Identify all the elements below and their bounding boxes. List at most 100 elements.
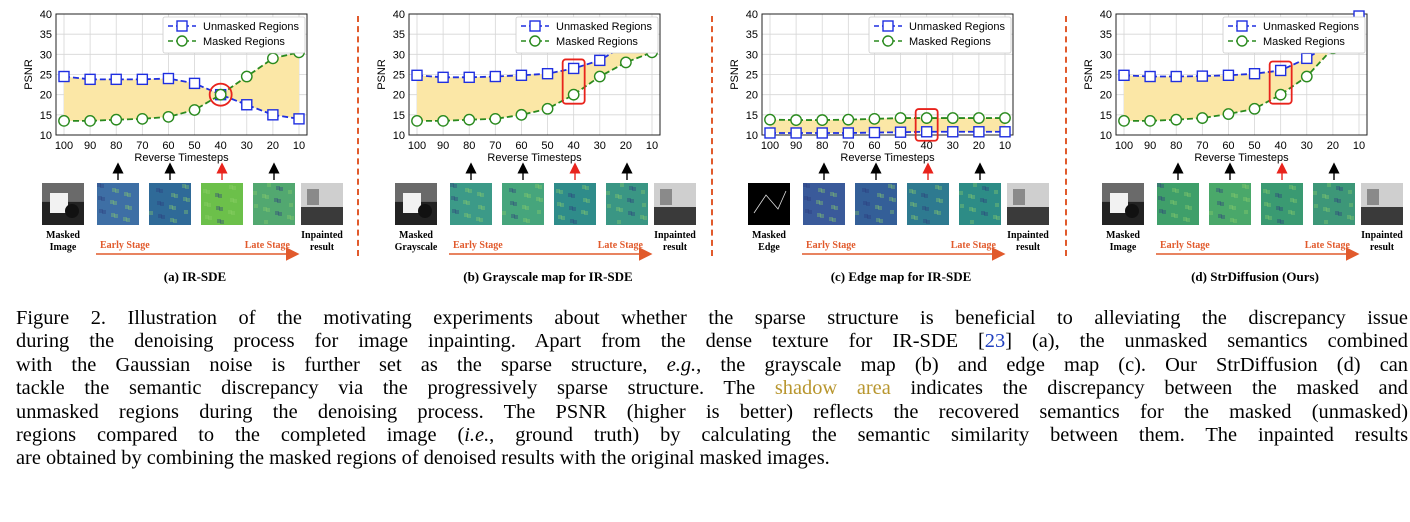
input-label-line1: Masked (399, 230, 433, 241)
y-tick-label: 15 (746, 110, 758, 122)
legend-box (868, 16, 1012, 54)
result-label-line1: Inpainted (1007, 230, 1049, 241)
texture-cell (912, 190, 916, 194)
marker-masked (136, 112, 149, 125)
caption-text: tackle the semantic discrepancy via the … (16, 377, 775, 400)
texture-cell (509, 188, 513, 192)
texture-cell (1327, 183, 1331, 187)
marker-masked (894, 112, 907, 124)
texture-cell (642, 203, 646, 207)
legend-label: Masked Regions (1263, 36, 1345, 48)
result-structure (1367, 189, 1379, 205)
texture-cell (228, 210, 232, 214)
marker-unmasked (1170, 70, 1182, 83)
citation-link[interactable]: 23 (984, 330, 1006, 353)
texture-cell (123, 217, 127, 221)
marker-unmasked (1118, 69, 1130, 82)
caption-line-5: unmasked regions during the denoising pr… (16, 400, 1408, 423)
texture-cell (937, 211, 941, 215)
texture-cell (980, 198, 984, 202)
texture-cell (463, 200, 467, 204)
texture-cell (993, 215, 997, 219)
texture-cell (862, 188, 866, 192)
texture-cell (1185, 205, 1189, 209)
texture-cell (1161, 197, 1165, 201)
texture-cell (968, 194, 972, 198)
texture-cell (569, 206, 573, 210)
legend-marker (882, 35, 894, 47)
marker-masked (868, 112, 881, 125)
x-tick-label: 20 (973, 140, 985, 152)
texture-cell (174, 194, 178, 198)
texture-cell (230, 198, 234, 202)
y-tick-label: 25 (1100, 70, 1112, 82)
y-tick-label: 15 (1100, 110, 1112, 122)
texture-cell (536, 197, 540, 201)
texture-cell (865, 189, 869, 193)
texture-cell (557, 202, 561, 206)
plot-frame (1115, 13, 1368, 136)
denoised-map-4 (959, 183, 1001, 225)
texture-cell (206, 190, 210, 194)
x-tick-label: 40 (1275, 140, 1287, 152)
marker-unmasked (58, 70, 70, 83)
mask-region (403, 193, 421, 213)
texture-cell (818, 188, 822, 192)
x-tick-label: 10 (999, 140, 1011, 152)
y-tick-label: 30 (393, 49, 405, 61)
texture-cell (879, 219, 883, 223)
x-tick-label: 80 (463, 140, 475, 152)
texture-cell (618, 195, 622, 199)
texture-cell (172, 206, 176, 210)
texture-cell (1157, 183, 1161, 187)
x-tick-label: 10 (1353, 140, 1365, 152)
texture-cell (619, 208, 623, 212)
texture-cell (1245, 185, 1249, 189)
y-tick-label: 35 (40, 29, 52, 41)
caption-line-2: during the denoising process for image i… (16, 330, 1408, 353)
texture-cell (1219, 189, 1223, 193)
x-tick-label: 20 (1327, 140, 1339, 152)
x-tick-label: 80 (110, 140, 122, 152)
shadow-area (770, 118, 1005, 133)
y-tick-label: 25 (746, 70, 758, 82)
texture-cell (878, 206, 882, 210)
texture-cell (265, 195, 269, 199)
texture-cell (910, 202, 914, 206)
marker-unmasked (489, 70, 502, 83)
input-label-line1: Masked (46, 230, 80, 241)
texture-cell (1232, 206, 1236, 210)
texture-cell (523, 218, 527, 222)
legend: Unmasked Regions Masked Regions (162, 16, 306, 54)
texture-cell (287, 215, 291, 219)
marker-unmasked (411, 69, 423, 82)
x-tick-label: 40 (215, 140, 227, 152)
texture-cell (1231, 193, 1235, 197)
texture-cell (628, 211, 632, 215)
texture-cell (890, 210, 894, 214)
x-tick-label: 70 (842, 140, 854, 152)
texture-cell (220, 220, 224, 224)
denoised-map-1 (450, 183, 492, 225)
texture-cell (161, 215, 165, 219)
caption-text: , ground truth) by calculating the seman… (489, 424, 1409, 447)
texture-cell (1171, 213, 1175, 217)
texture-cell (1334, 198, 1338, 202)
texture-cell (630, 199, 634, 203)
texture-cell (1349, 203, 1353, 207)
edge-lines (753, 190, 787, 214)
texture-cell (538, 185, 542, 189)
y-tick-label: 25 (393, 70, 405, 82)
mask-region (50, 193, 68, 213)
texture-cell (254, 204, 258, 208)
masked-edge-image (748, 183, 790, 225)
x-tick-label: 100 (408, 140, 426, 152)
texture-cell (892, 198, 896, 202)
marker-masked (999, 112, 1011, 124)
texture-cell (477, 192, 481, 196)
texture-cell (183, 197, 187, 201)
texture-cell (169, 205, 173, 209)
input-label-line2: Grayscale (395, 242, 438, 253)
shadow-area (64, 52, 299, 121)
texture-cell (127, 193, 131, 197)
